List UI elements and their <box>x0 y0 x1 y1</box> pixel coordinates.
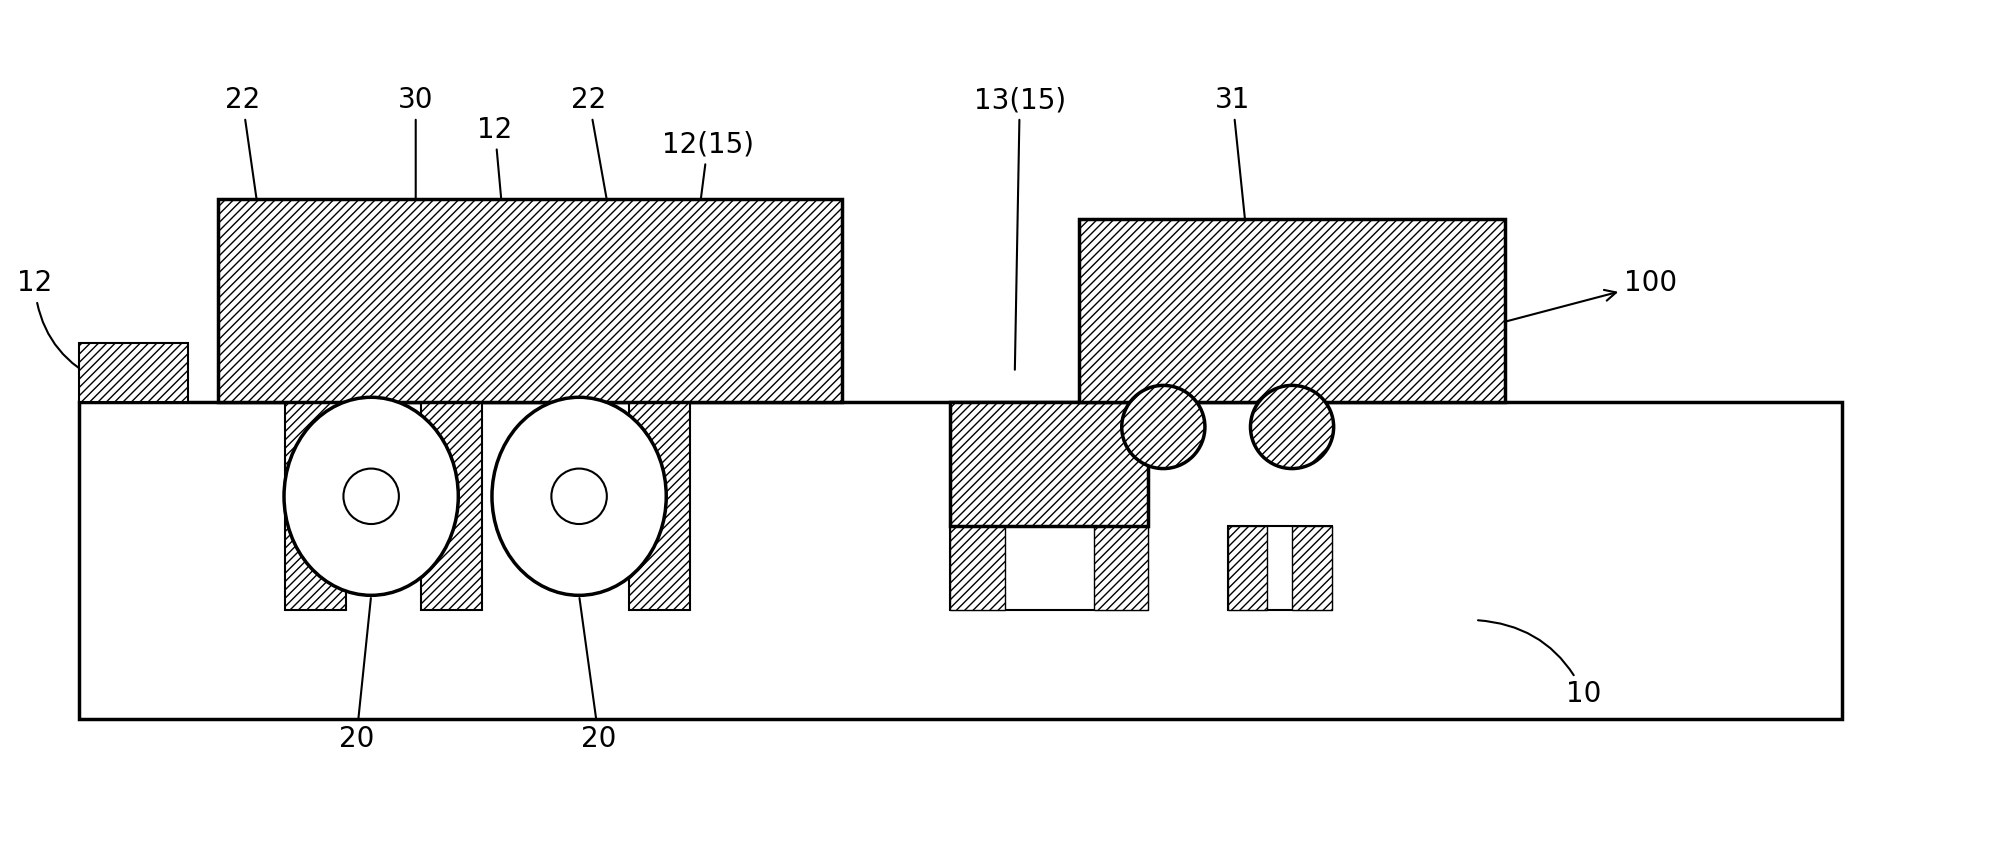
Text: 12: 12 <box>477 116 513 236</box>
Text: 22: 22 <box>571 86 613 236</box>
Ellipse shape <box>551 469 607 524</box>
Bar <box>1080 219 1506 402</box>
Text: 32: 32 <box>1313 304 1414 405</box>
Text: 100: 100 <box>1504 269 1677 322</box>
Bar <box>80 333 189 402</box>
Bar <box>951 526 1004 610</box>
Ellipse shape <box>491 397 666 596</box>
Bar <box>951 526 1148 610</box>
Ellipse shape <box>284 397 457 596</box>
Bar <box>420 402 481 610</box>
Text: 12(15): 12(15) <box>662 130 754 296</box>
Bar <box>217 199 841 402</box>
Bar <box>80 402 1842 719</box>
Text: 30: 30 <box>398 86 434 236</box>
Circle shape <box>1122 385 1205 469</box>
Bar <box>629 402 690 610</box>
Text: 13(15): 13(15) <box>975 86 1066 370</box>
Text: 20: 20 <box>579 598 617 753</box>
Text: 20: 20 <box>338 598 374 753</box>
Bar <box>80 343 189 402</box>
Circle shape <box>1251 385 1335 469</box>
Bar <box>1094 526 1148 610</box>
Bar <box>1227 526 1333 610</box>
Text: 12: 12 <box>16 269 101 382</box>
Text: 22: 22 <box>225 86 263 236</box>
Bar <box>284 402 346 610</box>
Bar <box>1227 526 1267 610</box>
Ellipse shape <box>344 469 400 524</box>
Bar <box>1293 526 1333 610</box>
Bar <box>951 402 1148 526</box>
Text: 31: 31 <box>1215 86 1251 241</box>
Text: 10: 10 <box>1478 620 1601 708</box>
